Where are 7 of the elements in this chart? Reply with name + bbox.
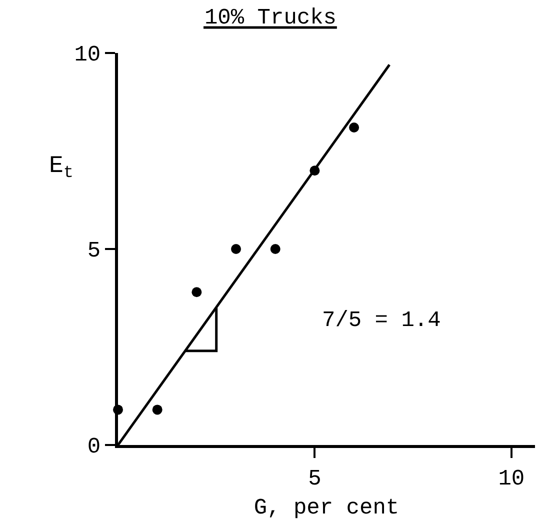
y-tick-label: 10 — [74, 42, 101, 68]
y-tick-label: 5 — [87, 238, 101, 264]
annotation: 7/5 = 1.4 — [322, 308, 441, 333]
chart-title: 10% Trucks — [204, 5, 337, 30]
x-axis-title: G, per cent — [254, 495, 400, 520]
y-tick-label: 0 — [87, 434, 101, 460]
y-axis-title: E$_{t}$ — [49, 153, 74, 184]
